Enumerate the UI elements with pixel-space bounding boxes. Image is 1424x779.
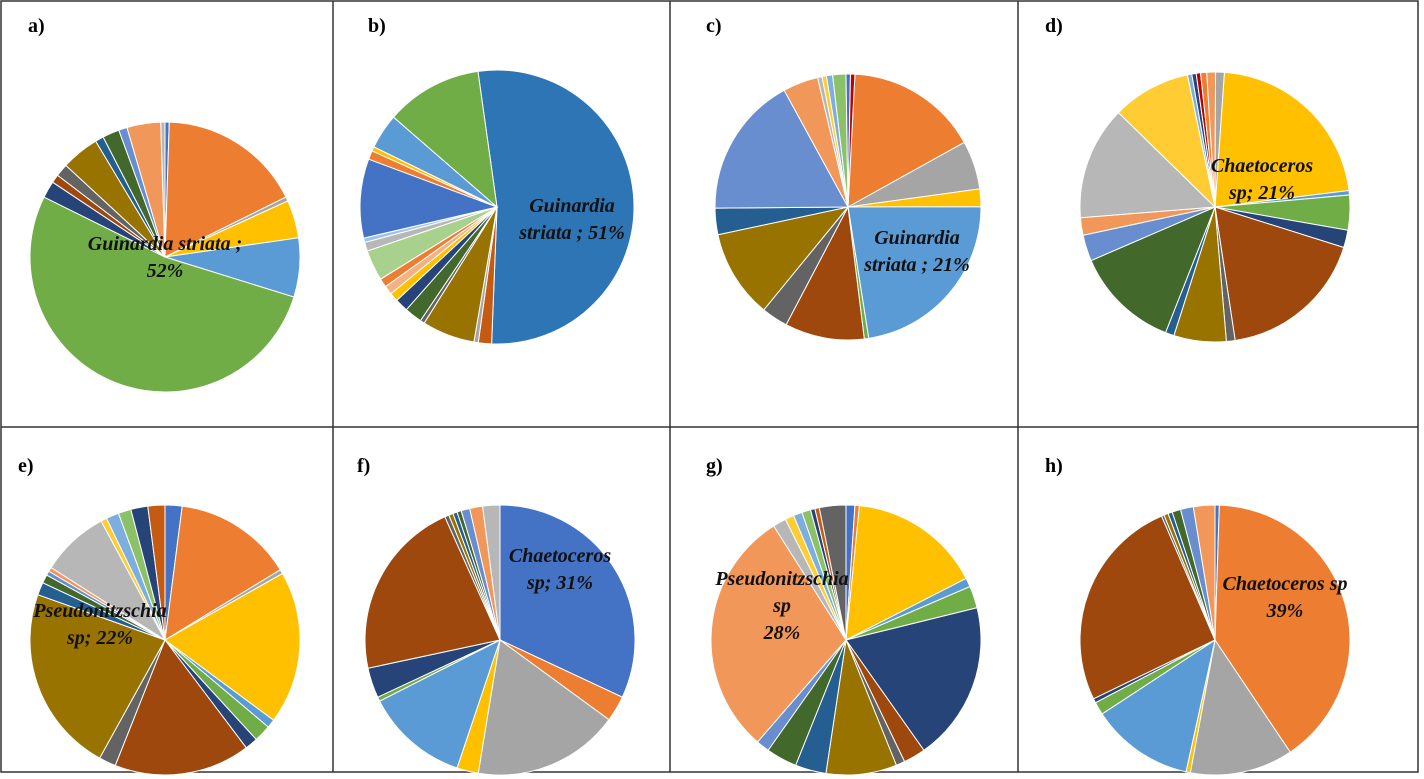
pie-slice	[1214, 504, 1351, 753]
slice-data-label: 39%	[1266, 600, 1304, 622]
pie-chart-g: g) Pseudonitzschia sp 28%	[706, 455, 982, 776]
pie-slice	[847, 73, 856, 208]
pie-slice	[359, 158, 499, 239]
slice-data-label: sp	[772, 595, 791, 617]
pie-slice	[164, 121, 287, 258]
slice-data-label: Guinardia striata ;	[88, 233, 242, 255]
pie-slice	[1101, 638, 1216, 773]
pie-slice	[1079, 111, 1217, 219]
pie-slice	[147, 504, 166, 641]
pie-slice	[1214, 71, 1350, 208]
pie-slice	[378, 639, 501, 769]
slice-data-label: Chaetoceros sp	[1223, 573, 1348, 595]
pie-slice	[1214, 206, 1345, 342]
pie-chart-a: a) Guinardia striata ; 52%	[28, 15, 301, 393]
slice-data-label: sp; 21%	[1228, 182, 1295, 204]
slice-data-label: sp; 31%	[526, 572, 593, 594]
panel-label: b)	[368, 15, 386, 37]
pie-slice	[845, 607, 982, 751]
pie-slice	[785, 205, 865, 341]
pie-slice	[477, 639, 610, 776]
pie-slice	[477, 69, 635, 345]
pie-slice	[714, 89, 849, 209]
pie-chart-e: e) Pseudonitzschia sp; 22%	[18, 455, 301, 776]
panel-label: e)	[18, 455, 34, 477]
pie-slice	[29, 594, 166, 759]
pie-chart-f: f) Chaetoceros sp; 31%	[357, 455, 636, 776]
panel-label: c)	[706, 15, 722, 37]
slice-data-label: striata ; 51%	[518, 222, 625, 244]
pie-slice	[160, 121, 166, 258]
slice-data-label: Guinardia	[529, 195, 615, 217]
pie-slice	[717, 206, 850, 311]
panel-label: a)	[28, 15, 45, 37]
slice-data-label: Chaetoceros	[1211, 155, 1313, 177]
pie-slice	[710, 525, 847, 743]
pie-slice	[29, 196, 295, 393]
pie-slice	[845, 505, 967, 641]
pie-slice	[364, 516, 501, 669]
pie-slice	[847, 73, 965, 208]
panel-label: h)	[1045, 455, 1063, 477]
slice-data-label: sp; 22%	[66, 627, 133, 649]
slice-data-label: Pseudonitzschia	[32, 600, 166, 622]
slice-data-label: Guinardia	[874, 227, 960, 249]
pie-slice	[1117, 74, 1216, 209]
slice-data-label: 28%	[763, 622, 801, 644]
slice-data-label: 52%	[147, 260, 184, 282]
pie-slice	[1189, 638, 1291, 776]
slice-data-label: striata ; 21%	[863, 254, 970, 276]
pie-slice	[847, 206, 982, 339]
panel-label: d)	[1045, 15, 1063, 37]
panel-label: g)	[706, 455, 723, 477]
pie-slice	[392, 70, 498, 209]
pie-chart-d: d) Chaetoceros sp; 21%	[1045, 15, 1351, 343]
pie-slice	[1192, 504, 1216, 641]
slice-data-label: Chaetoceros	[509, 545, 611, 567]
pie-slice	[114, 638, 247, 776]
pie-slice	[164, 572, 301, 721]
pie-chart-h: h) Chaetoceros sp 39%	[1045, 455, 1351, 776]
pie-slice	[1090, 206, 1216, 334]
pie-chart-c: c) Guinardia striata ; 21%	[706, 15, 982, 341]
pie-slice	[1214, 71, 1225, 208]
pie-slice	[164, 505, 281, 641]
pie-slice	[499, 504, 636, 698]
pie-slice	[818, 504, 847, 641]
slice-data-label: Pseudonitzschia	[714, 568, 848, 590]
pie-chart-b: b) Guinardia striata ; 51%	[359, 15, 635, 345]
pie-slice	[481, 504, 501, 641]
panel-label: f)	[357, 455, 370, 477]
